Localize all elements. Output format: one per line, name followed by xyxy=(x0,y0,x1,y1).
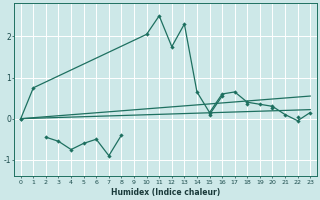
X-axis label: Humidex (Indice chaleur): Humidex (Indice chaleur) xyxy=(111,188,220,197)
